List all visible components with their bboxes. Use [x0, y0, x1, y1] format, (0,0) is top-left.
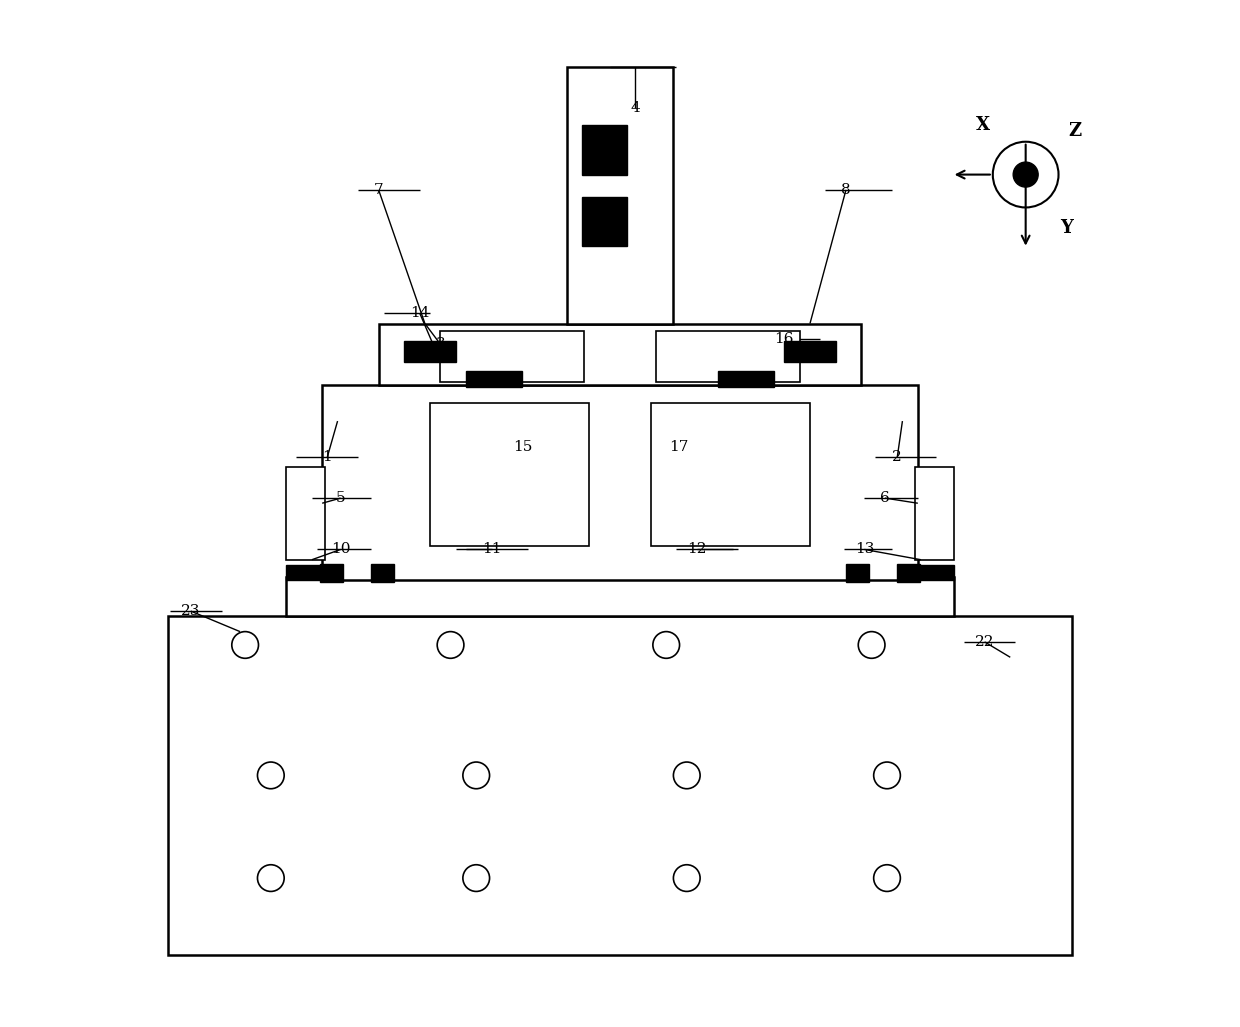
Text: 6: 6 [880, 491, 890, 505]
Circle shape [438, 632, 464, 658]
Text: 11: 11 [482, 542, 501, 557]
Circle shape [874, 762, 900, 789]
Text: 4: 4 [630, 101, 640, 115]
Text: 1: 1 [322, 450, 332, 464]
Bar [404, 341, 455, 362]
Bar [286, 565, 325, 580]
Text: 10: 10 [331, 542, 351, 557]
Bar [378, 324, 862, 385]
Bar [567, 67, 673, 324]
Bar [440, 331, 584, 382]
Bar [286, 467, 325, 560]
Circle shape [673, 865, 701, 891]
Bar [915, 467, 954, 560]
Bar [656, 331, 800, 382]
Circle shape [858, 632, 885, 658]
Text: 13: 13 [854, 542, 874, 557]
Circle shape [1013, 162, 1038, 187]
Circle shape [653, 632, 680, 658]
Bar [718, 371, 774, 387]
Bar [466, 371, 522, 387]
Circle shape [258, 865, 284, 891]
Circle shape [993, 142, 1059, 207]
Bar [651, 403, 810, 546]
Bar [372, 564, 394, 582]
Bar [169, 616, 1071, 955]
Bar [915, 565, 954, 580]
Text: 16: 16 [775, 332, 794, 346]
Text: 8: 8 [841, 183, 851, 197]
Text: Z: Z [1069, 122, 1081, 141]
Text: 2: 2 [893, 450, 903, 464]
Text: Y: Y [1060, 219, 1073, 237]
Text: 14: 14 [410, 306, 429, 320]
Text: 17: 17 [668, 440, 688, 454]
Circle shape [232, 632, 258, 658]
Circle shape [258, 762, 284, 789]
Bar [320, 564, 342, 582]
Text: 23: 23 [181, 604, 201, 618]
Text: 15: 15 [513, 440, 532, 454]
Text: 3: 3 [435, 337, 445, 351]
Bar [286, 577, 954, 616]
Text: 5: 5 [336, 491, 346, 505]
Bar [582, 125, 627, 175]
Text: 7: 7 [373, 183, 383, 197]
Bar [582, 197, 627, 246]
Text: 12: 12 [687, 542, 707, 557]
Text: 22: 22 [975, 635, 994, 649]
Circle shape [463, 865, 490, 891]
Bar [785, 341, 836, 362]
Bar [898, 564, 920, 582]
Circle shape [874, 865, 900, 891]
Bar [846, 564, 868, 582]
Circle shape [673, 762, 701, 789]
Bar [430, 403, 589, 546]
Circle shape [463, 762, 490, 789]
Text: X: X [976, 116, 990, 135]
Bar [322, 385, 918, 580]
